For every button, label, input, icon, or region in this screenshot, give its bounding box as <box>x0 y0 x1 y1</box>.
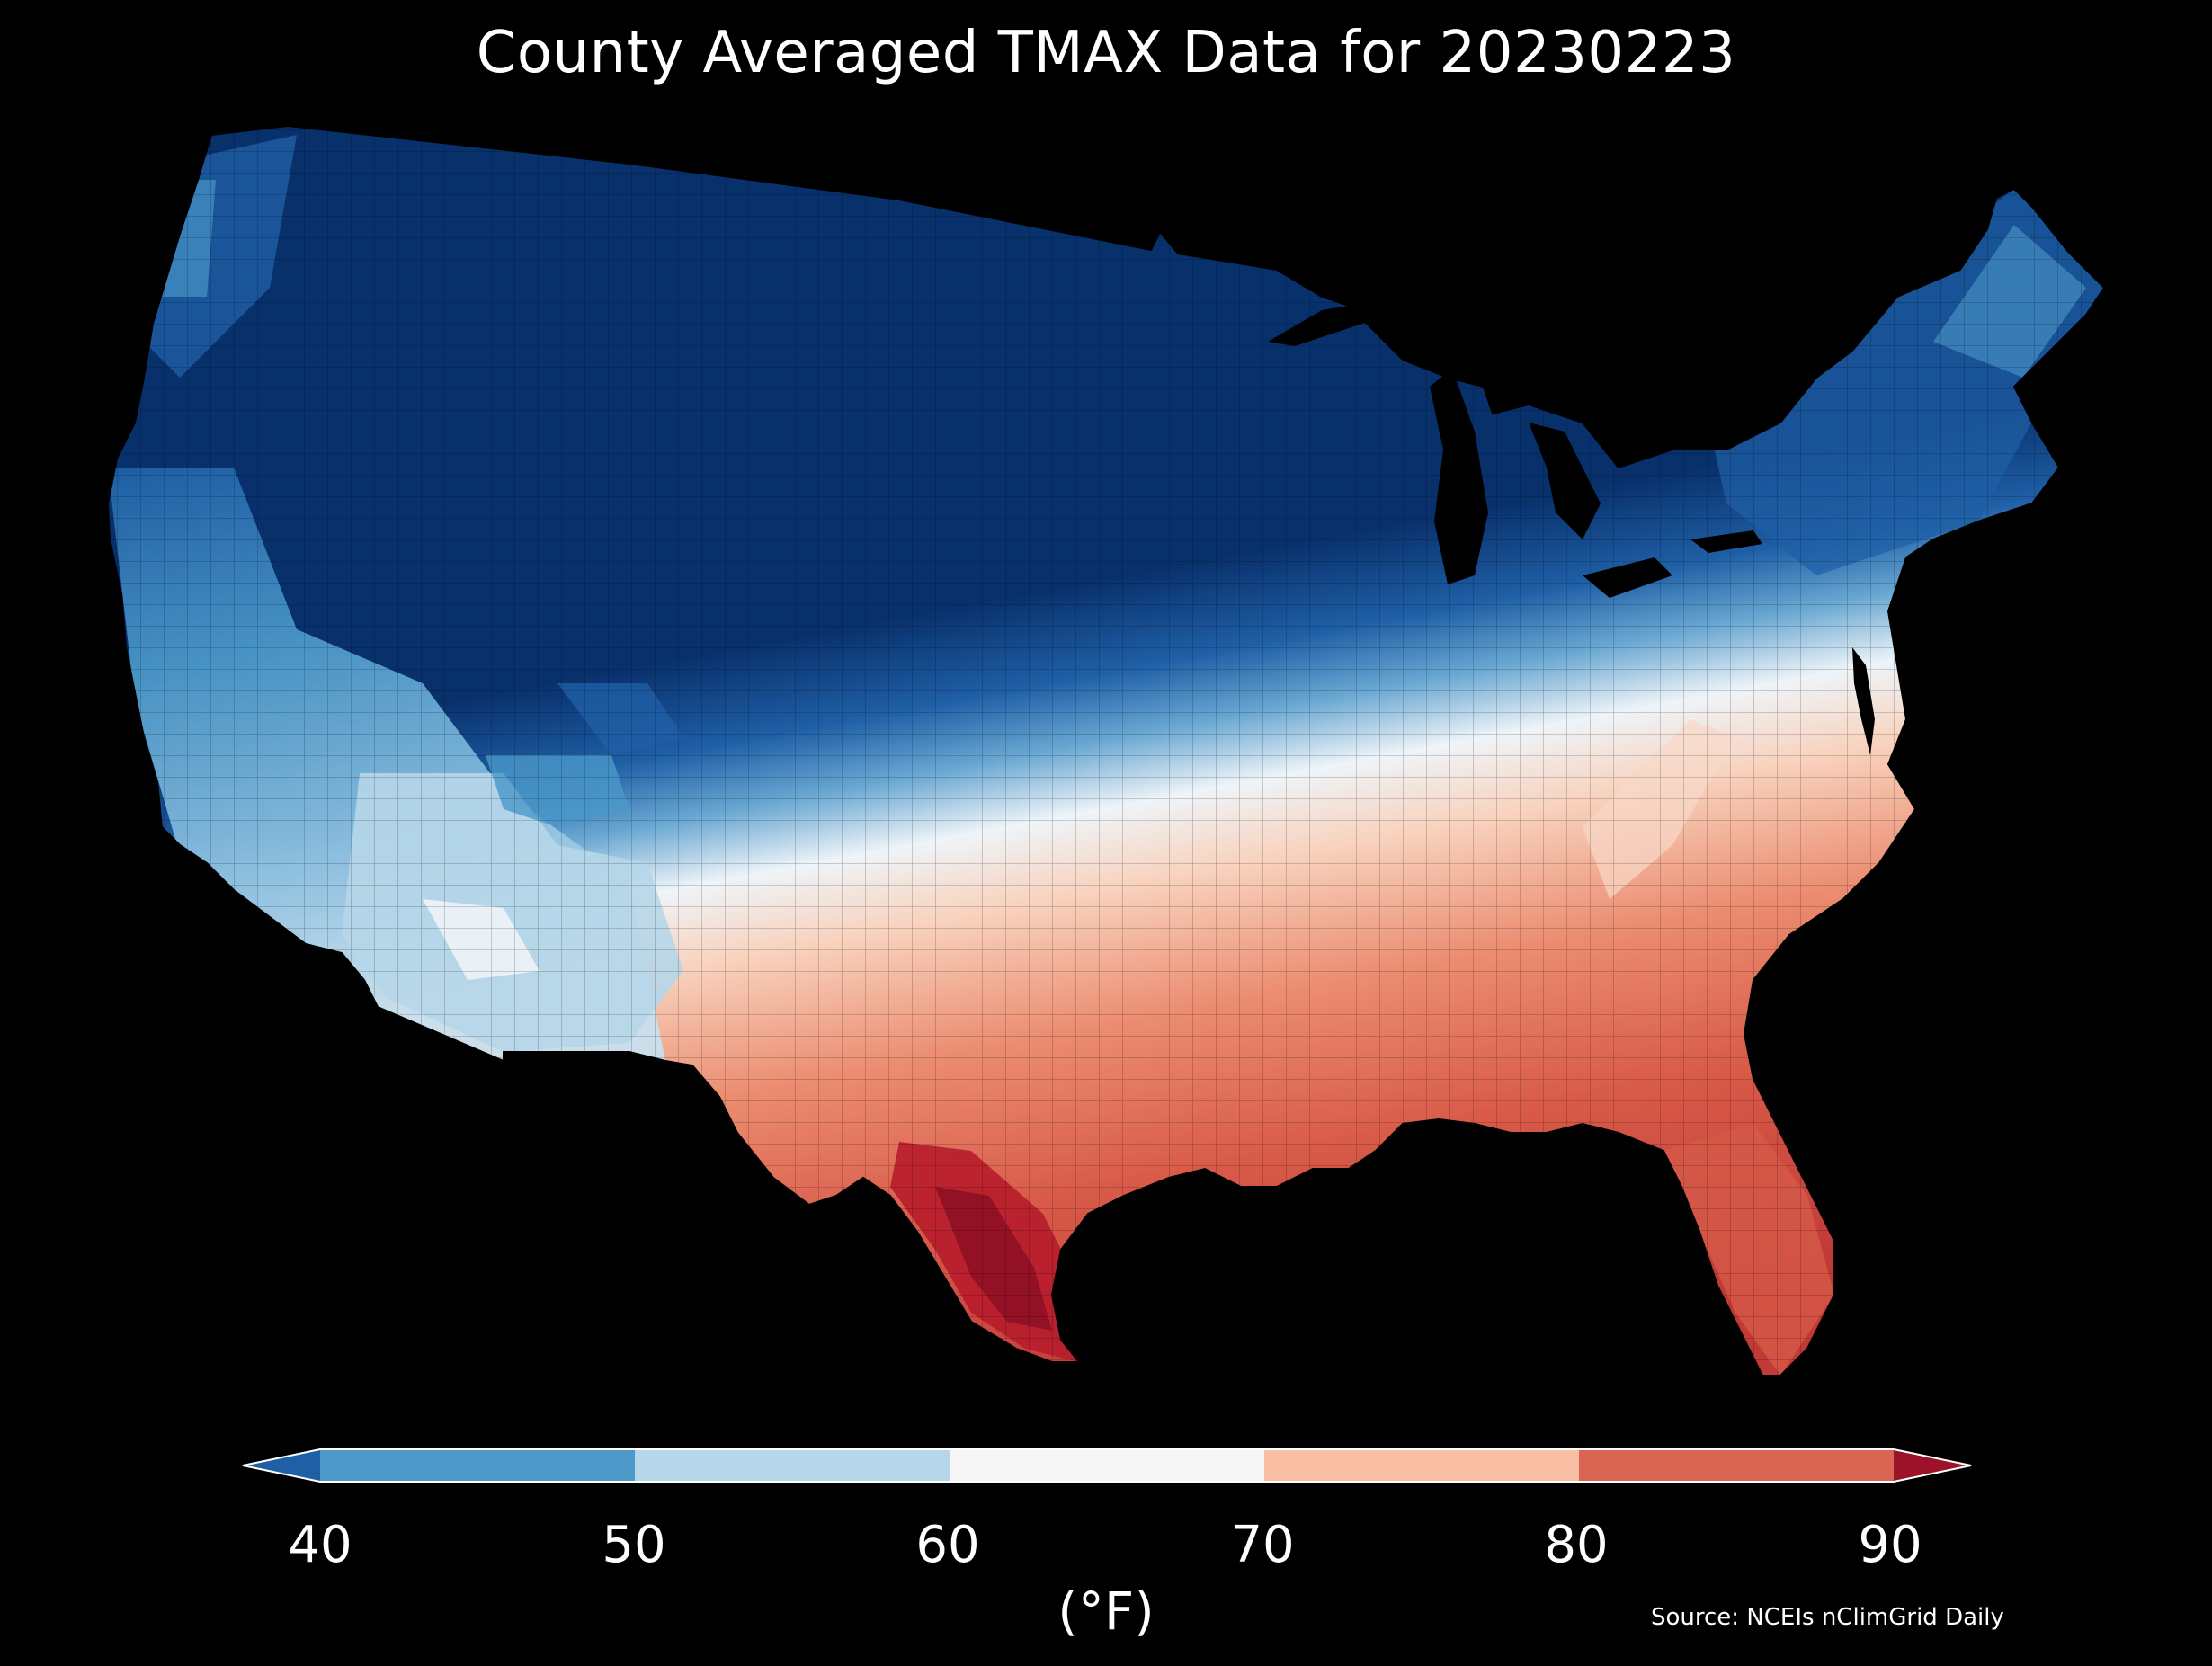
colorbar-tick-40: 40 <box>288 1516 352 1574</box>
colorbar-outline <box>242 1448 1972 1483</box>
temperature-colorbar <box>242 1448 1972 1483</box>
colorbar-bin-70-80 <box>1264 1449 1580 1482</box>
colorbar-unit-label: (°F) <box>1057 1581 1155 1642</box>
colorbar-bin-50-60 <box>635 1449 950 1482</box>
colorbar-bin-gt90 <box>1894 1449 1971 1482</box>
colorbar-tick-50: 50 <box>602 1516 666 1574</box>
colorbar-bin-60-70 <box>950 1449 1265 1482</box>
colorbar-bin-80-90 <box>1579 1449 1895 1482</box>
page-title: County Averaged TMAX Data for 20230223 <box>476 20 1736 86</box>
colorbar-tick-90: 90 <box>1858 1516 1922 1574</box>
colorbar-bin-40-50 <box>320 1449 636 1482</box>
great-lakes <box>1268 301 1762 598</box>
colorbar-tick-80: 80 <box>1544 1516 1609 1574</box>
colorbar-bin-lt40 <box>243 1449 320 1482</box>
colorbar-tick-70: 70 <box>1230 1516 1295 1574</box>
colorbar-tick-60: 60 <box>915 1516 980 1574</box>
chesapeake-bay <box>1852 647 1875 755</box>
source-credit: Source: NCEIs nClimGrid Daily <box>1651 1604 2004 1631</box>
